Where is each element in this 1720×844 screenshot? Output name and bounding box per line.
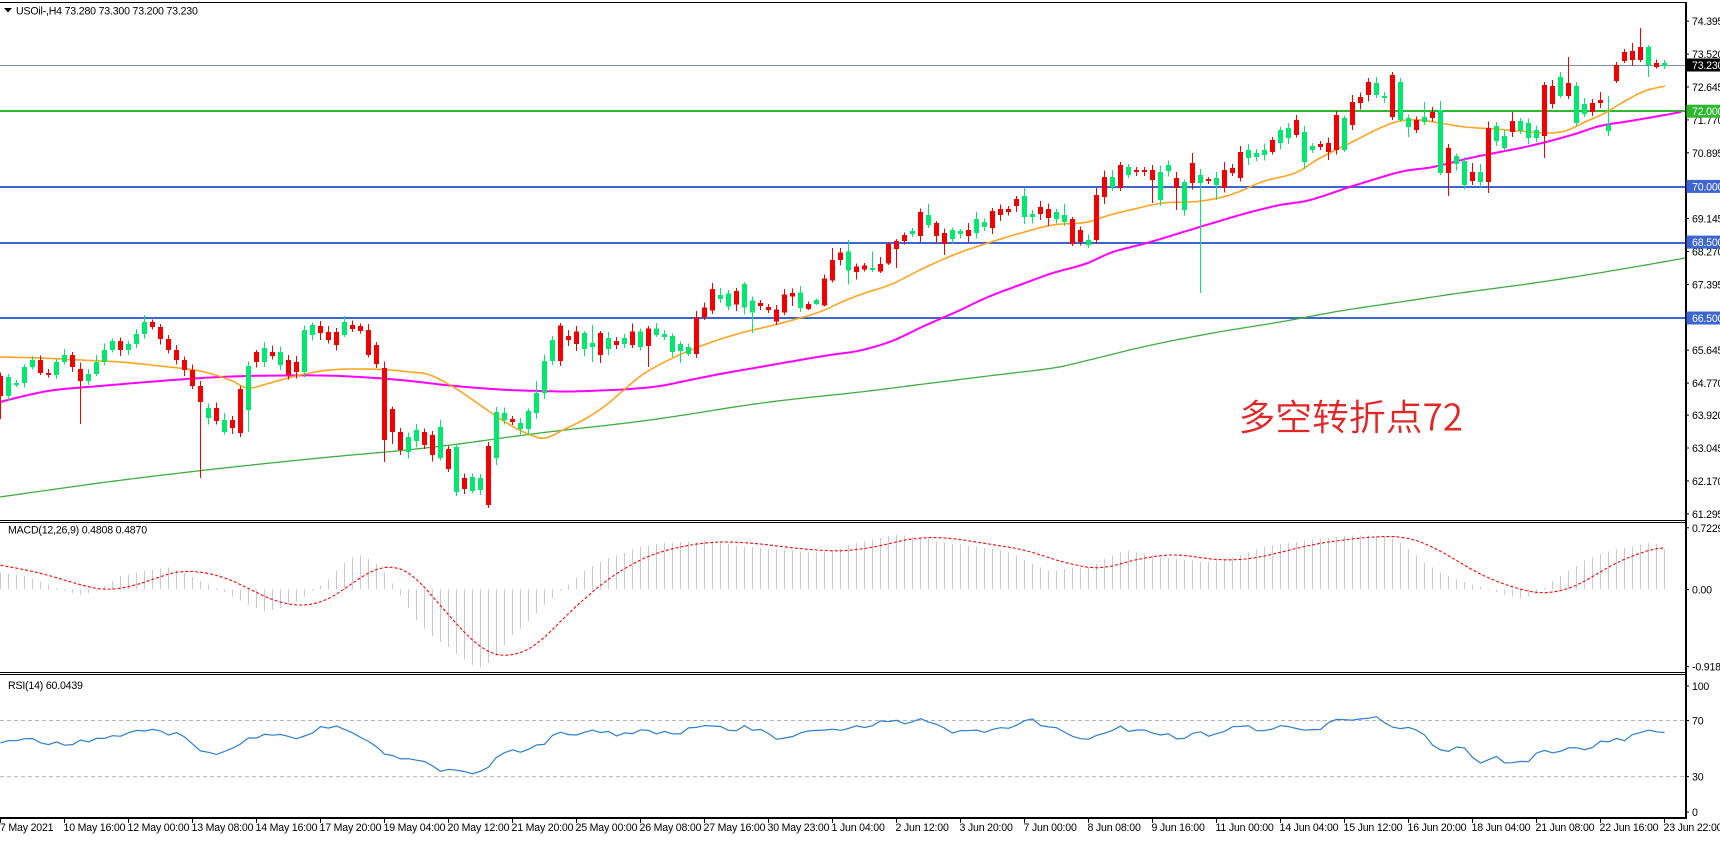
svg-text:70.000: 70.000 xyxy=(1692,181,1720,193)
svg-text:0: 0 xyxy=(1692,807,1698,819)
svg-text:65.645: 65.645 xyxy=(1692,345,1720,357)
svg-text:70.895: 70.895 xyxy=(1692,148,1720,160)
svg-text:9 Jun 16:00: 9 Jun 16:00 xyxy=(1152,822,1205,834)
svg-text:7 Jun 00:00: 7 Jun 00:00 xyxy=(1024,822,1077,834)
svg-text:3 Jun 20:00: 3 Jun 20:00 xyxy=(960,822,1013,834)
svg-text:RSI(14) 60.0439: RSI(14) 60.0439 xyxy=(8,680,83,692)
svg-text:19 May 04:00: 19 May 04:00 xyxy=(384,822,446,834)
svg-text:1 Jun 04:00: 1 Jun 04:00 xyxy=(832,822,885,834)
svg-text:21 May 20:00: 21 May 20:00 xyxy=(512,822,574,834)
svg-text:0.00: 0.00 xyxy=(1692,585,1712,597)
svg-text:67.395: 67.395 xyxy=(1692,279,1720,291)
svg-text:11 Jun 00:00: 11 Jun 00:00 xyxy=(1216,822,1274,834)
svg-text:30 May 23:00: 30 May 23:00 xyxy=(768,822,830,834)
svg-text:68.500: 68.500 xyxy=(1692,237,1720,249)
svg-text:2 Jun 12:00: 2 Jun 12:00 xyxy=(896,822,949,834)
svg-text:63.920: 63.920 xyxy=(1692,410,1720,422)
svg-text:-0.9185: -0.9185 xyxy=(1692,662,1720,674)
svg-text:20 May 12:00: 20 May 12:00 xyxy=(448,822,510,834)
svg-text:30: 30 xyxy=(1692,772,1704,784)
svg-text:22 Jun 16:00: 22 Jun 16:00 xyxy=(1600,822,1659,834)
svg-text:16 Jun 20:00: 16 Jun 20:00 xyxy=(1408,822,1467,834)
svg-text:100: 100 xyxy=(1692,681,1709,693)
svg-text:70: 70 xyxy=(1692,716,1704,728)
svg-text:MACD(12,26,9) 0.4808 0.4870: MACD(12,26,9) 0.4808 0.4870 xyxy=(8,525,147,537)
svg-text:23 Jun 22:00: 23 Jun 22:00 xyxy=(1664,822,1720,834)
svg-text:13 May 08:00: 13 May 08:00 xyxy=(192,822,254,834)
svg-text:10 May 16:00: 10 May 16:00 xyxy=(64,822,126,834)
svg-text:69.145: 69.145 xyxy=(1692,214,1720,226)
svg-text:72.000: 72.000 xyxy=(1692,106,1720,118)
svg-text:8 Jun 08:00: 8 Jun 08:00 xyxy=(1088,822,1141,834)
svg-text:25 May 00:00: 25 May 00:00 xyxy=(576,822,638,834)
svg-text:15 Jun 12:00: 15 Jun 12:00 xyxy=(1344,822,1403,834)
svg-text:21 Jun 08:00: 21 Jun 08:00 xyxy=(1536,822,1595,834)
svg-text:73.230: 73.230 xyxy=(1692,60,1720,72)
svg-text:USOil-,H4 73.280 73.300 73.20: USOil-,H4 73.280 73.300 73.200 73.230 xyxy=(16,6,198,18)
svg-text:0.7229: 0.7229 xyxy=(1692,523,1720,535)
svg-text:18 Jun 04:00: 18 Jun 04:00 xyxy=(1472,822,1531,834)
svg-text:64.770: 64.770 xyxy=(1692,378,1720,390)
svg-text:26 May 08:00: 26 May 08:00 xyxy=(640,822,702,834)
svg-text:27 May 16:00: 27 May 16:00 xyxy=(704,822,766,834)
svg-text:17 May 20:00: 17 May 20:00 xyxy=(320,822,382,834)
svg-text:12 May 00:00: 12 May 00:00 xyxy=(128,822,190,834)
svg-text:61.295: 61.295 xyxy=(1692,509,1720,521)
svg-text:62.170: 62.170 xyxy=(1692,476,1720,488)
svg-text:7 May 2021: 7 May 2021 xyxy=(0,822,54,834)
svg-text:66.500: 66.500 xyxy=(1692,313,1720,325)
svg-text:63.045: 63.045 xyxy=(1692,443,1720,455)
svg-text:72.645: 72.645 xyxy=(1692,82,1720,94)
svg-text:14 May 16:00: 14 May 16:00 xyxy=(256,822,318,834)
svg-text:74.395: 74.395 xyxy=(1692,16,1720,28)
svg-text:14 Jun 04:00: 14 Jun 04:00 xyxy=(1280,822,1339,834)
